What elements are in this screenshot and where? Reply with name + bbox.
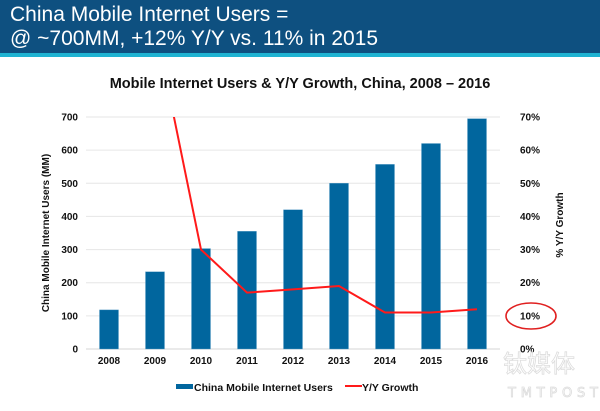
watermark-cn: 钛媒体 (503, 350, 575, 378)
y2-tick-label: 50% (520, 179, 540, 190)
x-tick-label: 2014 (374, 356, 397, 367)
y-tick-label: 600 (61, 146, 78, 157)
y-tick-label: 200 (61, 278, 78, 289)
chart-title: Mobile Internet Users & Y/Y Growth, Chin… (109, 76, 491, 92)
legend-label-users: China Mobile Internet Users (194, 382, 333, 394)
bar-2012 (283, 209, 303, 350)
bar-2011 (237, 231, 257, 350)
y2-tick-label: 0% (520, 345, 535, 356)
annotation-circle (505, 302, 557, 330)
slide-title-line-1: China Mobile Internet Users = (10, 3, 289, 26)
x-tick-label: 2011 (236, 356, 258, 367)
y-axis-label: China Mobile Internet Users (MM) (41, 154, 52, 312)
y-tick-label: 300 (61, 245, 78, 256)
y2-axis-label: % Y/Y Growth (555, 192, 566, 257)
y2-tick-label: 70% (520, 113, 540, 124)
bar-2010 (191, 248, 211, 350)
legend: China Mobile Internet Users Y/Y Growth (176, 382, 418, 394)
line-series (172, 117, 478, 314)
y2-tick-label: 60% (520, 146, 540, 157)
bar-series (99, 118, 487, 350)
bar-2014 (375, 164, 395, 350)
y-axis-left: 0 100 200 300 400 500 600 700 (61, 113, 78, 356)
y-tick-label: 700 (61, 113, 78, 124)
x-tick-label: 2009 (144, 356, 167, 367)
legend-swatch-users (176, 384, 193, 389)
growth-line (172, 117, 478, 314)
watermark-en: TMTPOST (507, 386, 598, 401)
y-tick-label: 400 (61, 212, 78, 223)
y2-tick-label: 30% (520, 245, 540, 256)
y-tick-label: 500 (61, 179, 78, 190)
y2-tick-label: 10% (520, 311, 540, 322)
bar-2009 (145, 271, 165, 350)
y-tick-label: 100 (61, 311, 78, 322)
y-axis-right: 0% 10% 20% 30% 40% 50% 60% 70% (520, 113, 540, 356)
slide-header: China Mobile Internet Users = @ ~700MM, … (0, 0, 600, 53)
y-tick-label: 0 (72, 345, 78, 356)
header-accent-line (0, 53, 600, 57)
x-tick-label: 2013 (328, 356, 351, 367)
x-axis: 2008 2009 2010 2011 2012 2013 2014 2015 2016 (98, 356, 489, 367)
x-tick-label: 2012 (282, 356, 305, 367)
bar-2008 (99, 309, 119, 350)
bar-2013 (329, 183, 349, 350)
x-tick-label: 2015 (420, 356, 443, 367)
bar-2015 (421, 143, 441, 350)
x-tick-label: 2008 (98, 356, 121, 367)
x-tick-label: 2010 (190, 356, 213, 367)
y2-tick-label: 40% (520, 212, 540, 223)
bar-2016 (467, 118, 487, 350)
legend-label-growth: Y/Y Growth (362, 382, 418, 394)
watermark: 钛媒体 TMTPOST (503, 350, 599, 402)
slide-title-line-2: @ ~700MM, +12% Y/Y vs. 11% in 2015 (10, 27, 379, 50)
x-tick-label: 2016 (466, 356, 489, 367)
y2-tick-label: 20% (520, 278, 540, 289)
